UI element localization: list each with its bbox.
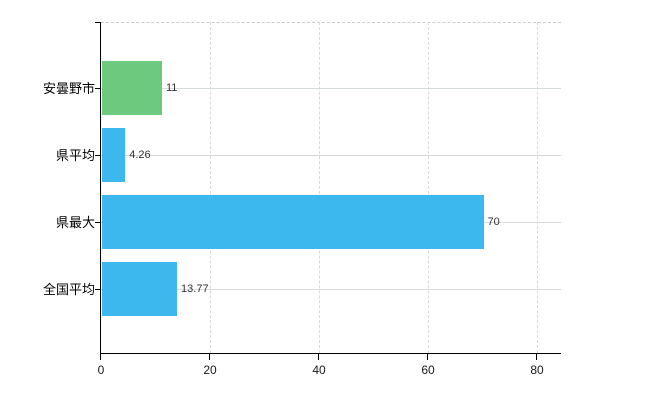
x-tick-label: 80 [530, 363, 544, 377]
bar-1 [102, 61, 162, 115]
y-axis-tick [95, 289, 100, 290]
category-label: 安曇野市 [42, 81, 95, 96]
bar-value-label: 70 [487, 216, 500, 228]
vertical-gridline [319, 22, 320, 353]
category-label: 県平均 [55, 148, 95, 163]
x-axis-tick [536, 354, 537, 360]
category-label: 全国平均 [42, 282, 95, 297]
x-axis-tick [318, 354, 319, 360]
bar-2 [102, 128, 126, 182]
y-axis-tick [95, 22, 100, 23]
bar-3 [102, 195, 484, 249]
x-axis-tick [209, 354, 210, 360]
bar-value-label: 13.77 [181, 283, 209, 295]
x-tick-label: 40 [312, 363, 326, 377]
y-axis-tick [95, 155, 100, 156]
bar-4 [102, 262, 178, 316]
vertical-gridline [428, 22, 429, 353]
plot-area: 11 4.26 70 13.77 [100, 22, 561, 354]
category-label: 県最大 [55, 215, 95, 230]
x-axis-tick [100, 354, 101, 360]
x-tick-label: 20 [203, 363, 217, 377]
vertical-gridline [537, 22, 538, 353]
vertical-gridline [210, 22, 211, 353]
horizontal-gridline [101, 155, 561, 156]
y-axis-tick [95, 88, 100, 89]
x-tick-label: 60 [421, 363, 435, 377]
x-tick-label: 0 [97, 363, 105, 377]
horizontal-gridline [101, 289, 561, 290]
horizontal-gridline [101, 88, 561, 89]
y-axis-tick [95, 222, 100, 223]
bar-value-label: 4.26 [129, 149, 151, 161]
plot-top-gridline [101, 22, 561, 23]
bar-value-label: 11 [165, 82, 178, 94]
x-axis-tick [427, 354, 428, 360]
